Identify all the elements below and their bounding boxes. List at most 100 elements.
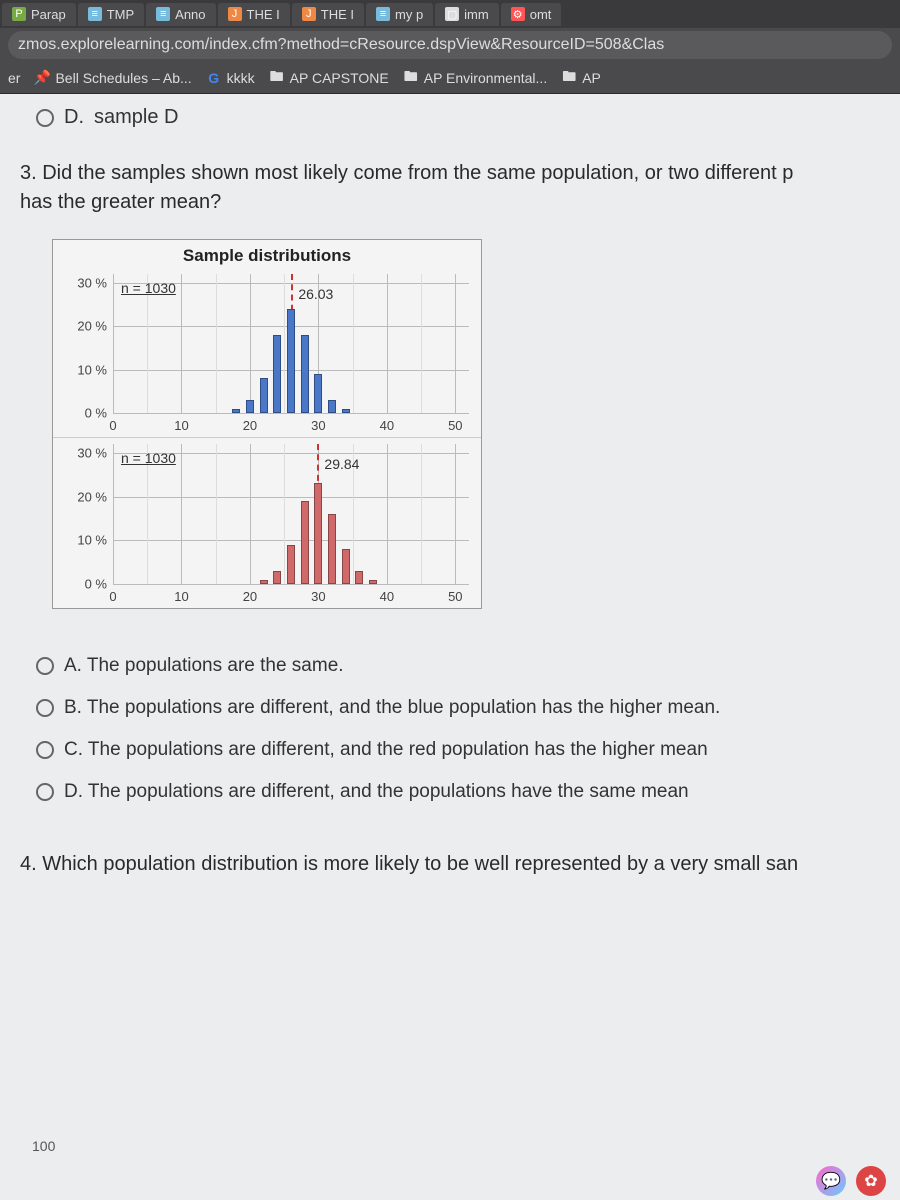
- histogram-bar: [328, 400, 336, 413]
- tab-favicon-icon: ▢: [445, 7, 459, 21]
- option-prev-d[interactable]: D. sample D: [0, 94, 900, 141]
- bookmark-ap[interactable]: 🖿 AP: [561, 70, 601, 86]
- browser-tab[interactable]: ≡TMP: [78, 3, 144, 26]
- bottom-icons: 💬 ✿: [816, 1166, 886, 1196]
- chart-panel: 0102030405030 %20 %10 %0 %n = 103026.03: [53, 268, 481, 438]
- y-tick-label: 10 %: [63, 362, 107, 377]
- histogram-bar: [342, 409, 350, 413]
- radio-icon[interactable]: [36, 699, 54, 717]
- tab-favicon-icon: J: [302, 7, 316, 21]
- x-tick-label: 20: [243, 589, 257, 604]
- option-c[interactable]: C. The populations are different, and th…: [30, 729, 880, 771]
- x-tick-label: 50: [448, 589, 462, 604]
- histogram-bar: [273, 335, 281, 413]
- x-tick-label: 40: [380, 418, 394, 433]
- histogram-bar: [328, 514, 336, 584]
- histogram-bar: [273, 571, 281, 584]
- histogram-bar: [260, 580, 268, 584]
- tab-label: THE I: [247, 7, 280, 22]
- tab-label: THE I: [321, 7, 354, 22]
- y-tick-label: 20 %: [63, 489, 107, 504]
- option-text: C. The populations are different, and th…: [64, 739, 708, 761]
- bookmark-er[interactable]: er: [8, 70, 20, 86]
- histogram-bar: [369, 580, 377, 584]
- browser-tab[interactable]: ≡ my p: [366, 3, 433, 26]
- x-tick-label: 30: [311, 589, 325, 604]
- radio-icon[interactable]: [36, 741, 54, 759]
- answer-list: A. The populations are the same. B. The …: [0, 609, 900, 823]
- browser-tab[interactable]: ▢ imm: [435, 3, 499, 26]
- bookmark-bell[interactable]: 📌 Bell Schedules – Ab...: [34, 70, 191, 86]
- option-text: A. The populations are the same.: [64, 655, 344, 677]
- x-tick-label: 10: [174, 418, 188, 433]
- question-3: 3. Did the samples shown most likely com…: [0, 141, 900, 223]
- y-tick-label: 30 %: [63, 275, 107, 290]
- option-text: B. The populations are different, and th…: [64, 697, 720, 719]
- bookmark-capstone[interactable]: 🖿 AP CAPSTONE: [269, 70, 389, 86]
- chart-title: Sample distributions: [53, 240, 481, 268]
- browser-tab[interactable]: ≡ Anno: [146, 3, 215, 26]
- plot-area: 0102030405030 %20 %10 %0 %n = 103026.03: [113, 274, 469, 413]
- url-field[interactable]: zmos.explorelearning.com/index.cfm?metho…: [8, 31, 892, 59]
- histogram-bar: [287, 545, 295, 584]
- histogram-bar: [232, 409, 240, 413]
- tab-label: my p: [395, 7, 423, 22]
- tab-label: omt: [530, 7, 552, 22]
- option-a[interactable]: A. The populations are the same.: [30, 645, 880, 687]
- google-icon: G: [206, 70, 222, 86]
- option-d[interactable]: D. The populations are different, and th…: [30, 771, 880, 813]
- app-icon[interactable]: ✿: [856, 1166, 886, 1196]
- y-tick-label: 30 %: [63, 445, 107, 460]
- x-tick-label: 40: [380, 589, 394, 604]
- tab-favicon-icon: J: [228, 7, 242, 21]
- histogram-bar: [314, 374, 322, 413]
- radio-icon[interactable]: [36, 109, 54, 127]
- y-tick-label: 0 %: [63, 577, 107, 592]
- option-letter: D.: [64, 106, 84, 129]
- y-tick-label: 10 %: [63, 533, 107, 548]
- tab-label: imm: [464, 7, 489, 22]
- histogram-bar: [287, 309, 295, 413]
- radio-icon[interactable]: [36, 657, 54, 675]
- folder-icon: 🖿: [403, 70, 419, 86]
- x-tick-label: 0: [109, 418, 116, 433]
- bookmarks-bar: er 📌 Bell Schedules – Ab... G kkkk 🖿 AP …: [0, 62, 900, 94]
- tab-label: Anno: [175, 7, 205, 22]
- chart-panel: 0 10 20 30 40 50 30 % 20 % 10 % 0 % n = 1030 29.84: [53, 438, 481, 608]
- mean-label: 29.84: [324, 456, 359, 472]
- bookmark-env[interactable]: 🖿 AP Environmental...: [403, 70, 547, 86]
- option-b[interactable]: B. The populations are different, and th…: [30, 687, 880, 729]
- y-tick-label: 0 %: [63, 406, 107, 421]
- y-tick-label: 20 %: [63, 319, 107, 334]
- page-content: D. sample D 3. Did the samples shown mos…: [0, 94, 900, 1200]
- histogram-bar: [260, 378, 268, 413]
- browser-tab[interactable]: J THE I: [292, 3, 364, 26]
- tab-favicon-icon: ≡: [376, 7, 390, 21]
- n-label: n = 1030: [121, 450, 176, 466]
- pin-icon: 📌: [34, 70, 50, 86]
- address-bar: zmos.explorelearning.com/index.cfm?metho…: [0, 28, 900, 62]
- tab-favicon-icon: P: [12, 7, 26, 21]
- radio-icon[interactable]: [36, 783, 54, 801]
- tab-label: TMP: [107, 7, 134, 22]
- bookmark-kkkk[interactable]: G kkkk: [206, 70, 255, 86]
- x-tick-label: 20: [243, 418, 257, 433]
- folder-icon: 🖿: [561, 70, 577, 86]
- mean-label: 26.03: [298, 286, 333, 302]
- tab-favicon-icon: ≡: [156, 7, 170, 21]
- histogram-bar: [301, 335, 309, 413]
- browser-tab[interactable]: J THE I: [218, 3, 290, 26]
- chart-container: Sample distributions 0 10 20 30 40 50 30 % 20 %…: [52, 239, 482, 609]
- option-text: D. The populations are different, and th…: [64, 781, 689, 803]
- x-tick-label: 10: [174, 589, 188, 604]
- browser-tab[interactable]: ⚙ omt: [501, 3, 562, 26]
- histogram-bar: [342, 549, 350, 584]
- x-tick-label: 0: [109, 589, 116, 604]
- x-tick-label: 30: [311, 418, 325, 433]
- browser-tab-bar: P Parap ≡TMP ≡ Anno J THE I J THE I ≡ my p ▢ imm ⚙ omt: [0, 0, 900, 28]
- n-label: n = 1030: [121, 280, 176, 296]
- tab-label: Parap: [31, 7, 66, 22]
- chat-icon[interactable]: 💬: [816, 1166, 846, 1196]
- browser-tab[interactable]: P Parap: [2, 3, 76, 26]
- tab-favicon-icon: ⚙: [511, 7, 525, 21]
